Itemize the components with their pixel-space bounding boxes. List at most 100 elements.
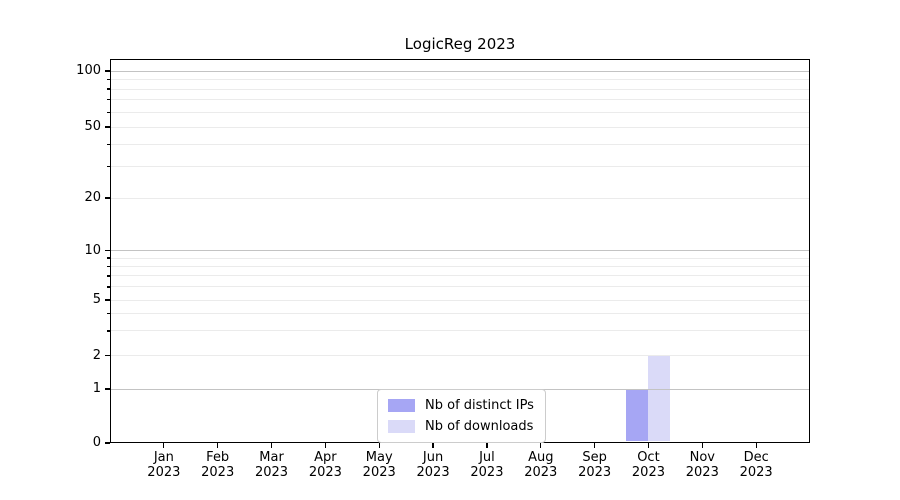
y-tick-mark [105, 126, 110, 128]
x-tick-year: 2023 [308, 465, 342, 480]
x-tick-year: 2023 [524, 465, 558, 480]
gridline-60 [111, 111, 809, 113]
x-tick-month: Mar [259, 450, 284, 465]
plot-area [110, 59, 810, 443]
gridline-20 [111, 197, 809, 199]
gridline-70 [111, 99, 809, 101]
x-tick-mark [594, 443, 596, 448]
y-minor-tick-mark [107, 88, 110, 90]
x-tick-year: 2023 [147, 465, 181, 480]
y-tick-mark [105, 197, 110, 199]
x-tick-year: 2023 [631, 465, 665, 480]
x-tick-mark [647, 443, 650, 448]
y-minor-tick-mark [107, 111, 110, 113]
x-tick-mark [378, 443, 380, 448]
x-tick-mark [432, 443, 434, 448]
x-tick-year: 2023 [739, 465, 773, 480]
gridline-30 [111, 166, 809, 168]
x-tick-month: Jun [422, 450, 444, 465]
y-minor-tick-mark [107, 275, 110, 277]
bar-nb-of-distinct-ips [625, 388, 648, 441]
x-tick-label-apr: Apr 2023 [297, 450, 353, 480]
y-minor-tick-mark [107, 312, 110, 315]
x-tick-label-sep: Sep 2023 [567, 450, 623, 480]
y-tick-mark [105, 249, 110, 252]
x-tick-year: 2023 [362, 465, 396, 480]
gridline-40 [111, 143, 809, 145]
legend-swatch-nb-of-downloads [388, 420, 415, 433]
y-tick-label-0: 0 [92, 435, 101, 450]
y-tick-mark [105, 442, 110, 444]
legend-entry: Nb of distinct IPs [388, 397, 535, 414]
x-tick-mark [701, 443, 703, 448]
x-tick-mark [486, 443, 488, 448]
gridline-50 [111, 126, 809, 128]
x-tick-label-nov: Nov 2023 [674, 450, 730, 480]
legend-swatch-nb-of-distinct-ips [388, 399, 415, 412]
y-minor-tick-mark [107, 257, 110, 259]
y-minor-tick-mark [107, 330, 110, 332]
legend-label: Nb of distinct IPs [425, 398, 534, 413]
y-tick-label-2: 2 [92, 347, 101, 363]
gridline-7 [111, 275, 809, 277]
legend: Nb of distinct IPs Nb of downloads [377, 389, 546, 443]
x-tick-year: 2023 [254, 465, 289, 480]
y-tick-mark [105, 70, 110, 72]
x-tick-month: Apr [314, 450, 337, 465]
x-tick-mark [217, 443, 219, 448]
x-tick-mark [755, 443, 757, 448]
gridline-2 [111, 355, 809, 356]
gridline-100 [111, 70, 809, 72]
x-tick-month: Jul [479, 450, 495, 465]
gridline-3 [111, 330, 809, 332]
x-tick-label-mar: Mar 2023 [244, 450, 300, 480]
x-tick-year: 2023 [470, 465, 504, 480]
x-tick-label-feb: Feb 2023 [190, 450, 246, 480]
x-tick-month: Jan [153, 450, 174, 465]
legend-entry: Nb of downloads [388, 418, 535, 435]
gridline-4 [111, 313, 809, 315]
x-tick-label-dec: Dec 2023 [728, 450, 784, 480]
y-tick-label-10: 10 [84, 242, 101, 258]
y-minor-tick-mark [107, 165, 110, 168]
gridline-6 [111, 286, 809, 288]
gridline-9 [111, 257, 809, 259]
y-tick-label-50: 50 [84, 119, 101, 134]
x-tick-year: 2023 [685, 465, 719, 480]
y-minor-tick-mark [107, 78, 110, 81]
gridline-90 [111, 79, 809, 80]
y-tick-label-100: 100 [76, 63, 101, 78]
x-tick-mark [270, 443, 273, 448]
gridline-8 [111, 265, 809, 267]
y-tick-label-1: 1 [92, 381, 101, 396]
y-tick-label-20: 20 [84, 190, 101, 205]
x-tick-mark [324, 443, 326, 448]
gridline-80 [111, 88, 809, 90]
y-minor-tick-mark [107, 265, 110, 268]
x-tick-label-jun: Jun 2023 [405, 450, 461, 480]
x-tick-month: Aug [528, 450, 554, 465]
x-tick-month: May [365, 450, 393, 465]
y-minor-tick-mark [107, 286, 110, 288]
x-tick-year: 2023 [416, 465, 450, 480]
y-tick-mark [105, 388, 110, 390]
x-tick-label-oct: Oct 2023 [620, 450, 676, 480]
x-tick-month: Dec [743, 450, 769, 465]
x-tick-mark [163, 443, 165, 448]
bar-nb-of-downloads [647, 355, 670, 441]
gridline-5 [111, 299, 809, 301]
y-tick-mark [105, 354, 110, 357]
x-tick-year: 2023 [201, 465, 235, 480]
x-tick-label-may: May 2023 [351, 450, 407, 480]
y-tick-label-5: 5 [92, 292, 101, 307]
x-tick-month: Feb [206, 450, 230, 465]
gridline-10 [111, 250, 809, 251]
x-tick-month: Nov [689, 450, 715, 465]
x-tick-label-jul: Jul 2023 [459, 450, 515, 480]
y-minor-tick-mark [107, 143, 110, 145]
x-tick-label-aug: Aug 2023 [513, 450, 569, 480]
legend-label: Nb of downloads [425, 419, 534, 434]
y-minor-tick-mark [107, 99, 110, 101]
x-tick-label-jan: Jan 2023 [136, 450, 192, 480]
y-tick-mark [105, 299, 110, 301]
